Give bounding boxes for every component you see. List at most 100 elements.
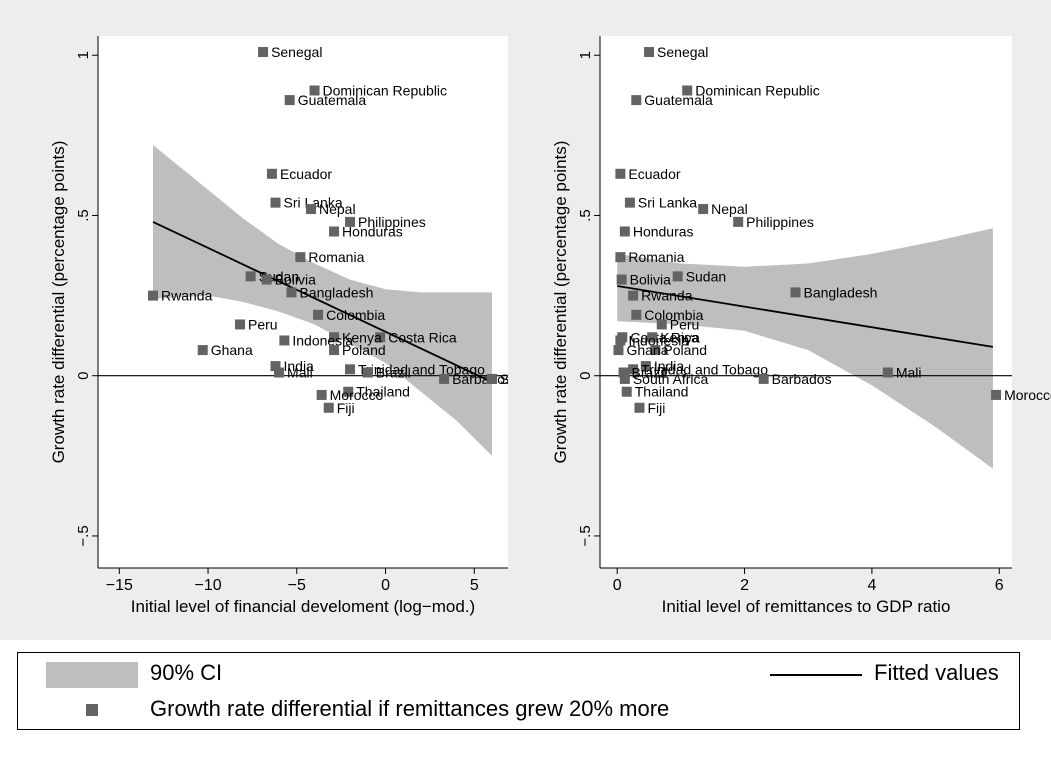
p2-point-label-mali: Mali xyxy=(896,365,922,381)
p1-point-label-ghana: Ghana xyxy=(211,342,253,358)
p1-point-sudan xyxy=(245,271,256,282)
p2-x-tick-label: 0 xyxy=(613,577,622,594)
p1-point-sri-lanka xyxy=(270,197,281,208)
p1-point-label-indonesia: Indonesia xyxy=(292,332,353,348)
p1-y-tick-label: 0 xyxy=(75,372,92,380)
p1-point-label-colombia: Colombia xyxy=(326,307,385,323)
p1-y-tick-label: 1 xyxy=(75,51,92,59)
p1-point-trinidad-and-tobago xyxy=(345,364,356,375)
p2-y-tick-label: 0 xyxy=(577,372,594,380)
p2-y-axis-label: Growth rate differential (percentage poi… xyxy=(551,141,570,464)
p2-point-thailand xyxy=(621,386,632,397)
p2-point-romania xyxy=(615,252,626,263)
p2-point-philippines xyxy=(733,216,744,227)
p1-point-senegal xyxy=(258,47,269,58)
p2-point-morocco xyxy=(991,389,1002,400)
p1-point-bangladesh xyxy=(286,287,297,298)
p2-point-barbados xyxy=(758,373,769,384)
p1-point-ghana xyxy=(197,345,208,356)
p1-point-rwanda xyxy=(148,290,159,301)
p2-point-peru xyxy=(656,319,667,330)
p1-x-tick-label: 0 xyxy=(381,577,390,594)
p1-x-tick-label: 5 xyxy=(470,577,479,594)
p1-point-south-africa xyxy=(487,373,498,384)
p1-x-tick-label: −10 xyxy=(194,577,221,594)
p1-point-india xyxy=(270,361,281,372)
p1-x-axis-label: Initial level of financial develoment (l… xyxy=(131,597,475,616)
p2-point-poland xyxy=(650,345,661,356)
p1-point-kenya xyxy=(329,332,340,343)
p2-y-tick-label: 1 xyxy=(577,51,594,59)
p1-point-label-bangladesh: Bangladesh xyxy=(299,284,373,300)
p2-point-label-indonesia: Indonesia xyxy=(628,332,689,348)
p1-point-label-guatemala: Guatemala xyxy=(298,92,367,108)
p2-point-indonesia xyxy=(615,335,626,346)
p1-point-colombia xyxy=(313,309,324,320)
p2-point-brazil xyxy=(618,367,629,378)
p2-x-tick-label: 4 xyxy=(867,577,876,594)
p2-point-label-india: India xyxy=(654,358,685,374)
p2-point-label-poland: Poland xyxy=(663,342,707,358)
p2-point-label-fiji: Fiji xyxy=(647,400,665,416)
p1-point-label-philippines: Philippines xyxy=(358,214,426,230)
p1-point-fiji xyxy=(323,402,334,413)
p1-point-label-sri-lanka: Sri Lanka xyxy=(283,195,342,211)
p2-point-label-ecuador: Ecuador xyxy=(628,166,680,182)
p2-point-south-africa xyxy=(619,373,630,384)
p1-point-brazil xyxy=(362,367,373,378)
p2-ci-band xyxy=(617,228,993,469)
p2-point-colombia xyxy=(631,309,642,320)
p2-point-label-morocco: Morocco xyxy=(1004,387,1051,403)
p1-point-label-thailand: Thailand xyxy=(356,384,410,400)
p1-point-label-ecuador: Ecuador xyxy=(280,166,332,182)
legend-ci-label: 90% CI xyxy=(150,660,223,685)
p1-point-poland xyxy=(329,345,340,356)
p2-point-sri-lanka xyxy=(624,197,635,208)
p2-point-label-peru: Peru xyxy=(670,316,700,332)
p2-point-mali xyxy=(882,367,893,378)
p1-point-mali xyxy=(274,367,285,378)
p2-fit-line xyxy=(617,285,994,348)
p2-point-label-senegal: Senegal xyxy=(657,44,708,60)
p2-point-label-trinidad-and-tobago: Trinidad and Tobago xyxy=(641,361,768,377)
p1-point-costa-rica xyxy=(375,332,386,343)
p1-point-nepal xyxy=(305,204,316,215)
p2-point-label-rwanda: Rwanda xyxy=(641,288,693,304)
p1-x-tick-label: −15 xyxy=(106,577,133,594)
p1-point-label-bolivia: Bolivia xyxy=(275,272,316,288)
p2-point-label-kenya: Kenya xyxy=(660,329,700,345)
p1-point-indonesia xyxy=(279,335,290,346)
p2-point-senegal xyxy=(644,47,655,58)
p1-point-barbados xyxy=(439,373,450,384)
p1-point-label-costa-rica: Costa Rica xyxy=(388,329,457,345)
p2-point-label-sudan: Sudan xyxy=(686,268,726,284)
legend-ci-swatch xyxy=(46,662,138,688)
p2-point-dominican-republic xyxy=(682,85,693,96)
p1-point-ecuador xyxy=(266,168,277,179)
p1-point-label-mali: Mali xyxy=(287,365,313,381)
legend: 90% CI Fitted values Growth rate differe… xyxy=(17,652,1020,730)
legend-fit-line xyxy=(770,674,862,676)
legend-marker-swatch xyxy=(86,704,98,716)
p1-ci-band xyxy=(153,145,492,456)
p1-point-label-trinidad-and-tobago: Trinidad and Tobago xyxy=(358,361,485,377)
p2-point-guatemala xyxy=(631,95,642,106)
p2-point-honduras xyxy=(619,226,630,237)
p2-point-label-honduras: Honduras xyxy=(633,223,694,239)
p1-point-romania xyxy=(295,252,306,263)
p1-point-thailand xyxy=(343,386,354,397)
p2-x-tick-label: 2 xyxy=(740,577,749,594)
p2-point-label-ghana: Ghana xyxy=(626,342,668,358)
p1-point-honduras xyxy=(329,226,340,237)
p2-point-fiji xyxy=(634,402,645,413)
p1-point-label-rwanda: Rwanda xyxy=(161,288,213,304)
p1-point-label-peru: Peru xyxy=(248,316,278,332)
p1-point-label-senegal: Senegal xyxy=(271,44,322,60)
p1-point-label-honduras: Honduras xyxy=(342,223,403,239)
p2-point-sudan xyxy=(672,271,683,282)
p2-point-kenya xyxy=(647,332,658,343)
p1-point-label-south-africa: South Africa xyxy=(500,371,576,387)
p2-point-label-thailand: Thailand xyxy=(635,384,689,400)
p2-y-tick-label: −.5 xyxy=(577,525,594,546)
